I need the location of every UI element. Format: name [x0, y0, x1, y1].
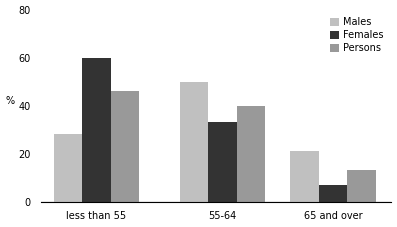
Y-axis label: %: % — [6, 96, 15, 106]
Bar — [179, 82, 208, 202]
Legend: Males, Females, Persons: Males, Females, Persons — [327, 15, 387, 56]
Bar — [111, 91, 139, 202]
Bar — [54, 134, 82, 202]
Bar — [319, 185, 347, 202]
Bar — [347, 170, 376, 202]
Bar — [237, 106, 265, 202]
Bar — [290, 151, 319, 202]
Bar — [208, 122, 237, 202]
Bar — [82, 58, 111, 202]
